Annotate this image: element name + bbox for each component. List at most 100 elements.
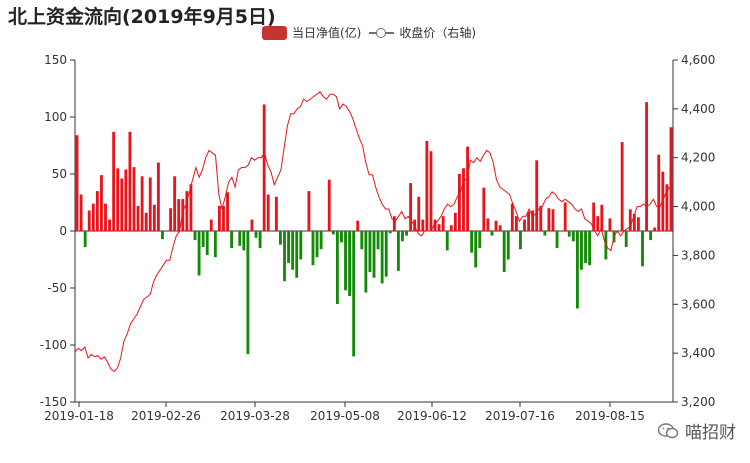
bar xyxy=(327,179,331,231)
bar xyxy=(657,154,661,231)
bar xyxy=(514,216,518,231)
bar xyxy=(665,184,669,231)
bar xyxy=(136,205,140,231)
bar xyxy=(258,231,262,249)
bar xyxy=(486,218,490,231)
legend-label-close-price: 收盘价（右轴) xyxy=(399,26,477,40)
bar xyxy=(470,231,474,253)
price-line-group xyxy=(74,91,674,373)
bar xyxy=(104,203,107,231)
bar xyxy=(156,162,160,231)
legend-item-close-price[interactable]: 收盘价（右轴) xyxy=(369,24,476,41)
bar xyxy=(449,225,453,231)
bar xyxy=(441,216,445,231)
y-right-tick-label: 4,000 xyxy=(681,200,715,214)
bar xyxy=(478,231,482,249)
bar xyxy=(311,231,315,266)
bar xyxy=(315,231,319,258)
bar xyxy=(376,231,380,250)
bar xyxy=(661,171,665,231)
bar xyxy=(551,209,555,231)
bar xyxy=(120,178,124,231)
bar xyxy=(575,231,579,309)
bar xyxy=(555,231,559,249)
bar xyxy=(588,231,592,266)
bar xyxy=(352,231,356,357)
bar xyxy=(543,231,547,236)
bar xyxy=(230,231,234,249)
bar xyxy=(242,231,246,251)
bar xyxy=(331,231,335,235)
x-tick-label: 2019-08-15 xyxy=(575,409,645,423)
bar xyxy=(299,231,303,260)
bar xyxy=(181,199,185,231)
bar xyxy=(392,216,396,231)
bar xyxy=(425,140,429,231)
legend-item-net-flow[interactable]: 当日净值(亿) xyxy=(262,24,361,41)
y-left-tick-label: -100 xyxy=(40,338,67,352)
bar xyxy=(279,231,282,245)
y-right-tick-label: 3,400 xyxy=(681,346,715,360)
bar xyxy=(384,231,388,277)
bar xyxy=(262,104,266,231)
bar xyxy=(600,204,604,231)
bar xyxy=(238,231,242,246)
bar xyxy=(506,231,510,260)
bar xyxy=(580,231,583,270)
bar xyxy=(201,231,205,247)
x-tick-label: 2019-06-12 xyxy=(397,409,467,423)
bar xyxy=(539,205,543,231)
bar xyxy=(87,210,91,231)
legend-label-net-flow: 当日净值(亿) xyxy=(292,26,362,40)
bar xyxy=(571,231,575,242)
bar xyxy=(482,187,486,231)
bar xyxy=(462,168,465,231)
bar xyxy=(494,220,498,231)
bar xyxy=(490,231,494,236)
bar xyxy=(348,231,352,296)
bar xyxy=(649,231,653,241)
bar xyxy=(340,231,343,243)
bar xyxy=(246,231,250,355)
bars-group xyxy=(75,102,673,357)
y-left-tick-label: -150 xyxy=(40,395,67,409)
y-left-tick-label: 0 xyxy=(59,224,67,238)
bar xyxy=(173,176,177,231)
bar xyxy=(364,231,368,293)
bar xyxy=(498,225,502,231)
bar xyxy=(360,231,364,250)
bar xyxy=(108,219,112,231)
x-tick-label: 2019-05-08 xyxy=(310,409,380,423)
bar xyxy=(319,231,323,250)
y-right-tick-label: 4,400 xyxy=(681,102,715,116)
bar xyxy=(283,231,286,282)
bar xyxy=(401,231,404,242)
bar xyxy=(344,231,347,291)
y-right-tick-label: 4,200 xyxy=(681,151,715,165)
bar xyxy=(437,224,441,231)
bar xyxy=(79,194,83,231)
bar xyxy=(254,231,258,238)
bar xyxy=(433,219,437,231)
bar xyxy=(421,219,425,231)
bar xyxy=(547,208,551,231)
bar xyxy=(185,191,189,231)
bar xyxy=(372,231,376,278)
legend: 当日净值(亿) 收盘价（右轴) xyxy=(262,24,476,41)
bar xyxy=(645,102,648,232)
bar xyxy=(132,167,136,231)
bar xyxy=(584,231,587,263)
bar xyxy=(409,183,413,231)
bar xyxy=(307,191,311,231)
y-left-tick-label: -50 xyxy=(47,281,67,295)
bar xyxy=(636,217,640,231)
watermark-text: 喵招财 xyxy=(685,423,736,443)
bar xyxy=(510,203,514,231)
bar xyxy=(458,174,461,231)
bar xyxy=(250,219,254,231)
x-tick-label: 2019-03-28 xyxy=(220,409,290,423)
bar xyxy=(124,169,128,231)
bar xyxy=(91,203,95,231)
y-right-tick-label: 4,600 xyxy=(681,53,715,67)
bar xyxy=(205,231,209,255)
